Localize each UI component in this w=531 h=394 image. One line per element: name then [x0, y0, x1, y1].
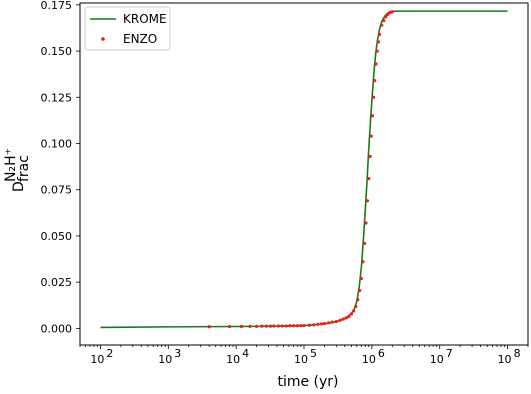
legend-label-krome: KROME — [123, 12, 167, 26]
series-point-enzo — [288, 324, 292, 328]
x-tick-label-exponent: 5 — [310, 347, 317, 360]
series-point-enzo — [334, 319, 338, 324]
series-point-enzo — [374, 62, 378, 66]
series-point-enzo — [307, 323, 311, 327]
series-point-enzo — [370, 114, 375, 118]
y-tick-label: 0.050 — [41, 230, 73, 243]
x-tick-label: 10 — [158, 353, 172, 366]
series-point-enzo — [316, 322, 320, 326]
series-point-enzo — [368, 154, 372, 159]
x-tick-label: 10 — [294, 353, 308, 366]
series-point-enzo — [280, 324, 284, 328]
series-point-enzo — [365, 199, 370, 203]
series-point-enzo — [375, 49, 379, 53]
y-tick-label: 0.125 — [41, 91, 73, 104]
x-axis: 10 2 10 3 10 4 10 5 10 6 10 7 10 8 — [79, 345, 529, 366]
legend-box — [84, 6, 171, 51]
series-point-enzo — [260, 324, 264, 328]
series-point-enzo — [284, 324, 288, 328]
series-point-enzo — [326, 321, 331, 325]
plot-area — [100, 10, 508, 329]
x-tick-label-exponent: 6 — [378, 347, 385, 360]
series-point-enzo — [358, 288, 362, 293]
y-tick-label: 0.025 — [41, 276, 73, 289]
series-point-enzo — [371, 95, 376, 99]
series-point-enzo — [377, 32, 382, 37]
series-point-enzo — [384, 15, 388, 19]
legend-swatch-enzo — [101, 37, 105, 41]
axes: 10 2 10 3 10 4 10 5 10 6 10 7 10 8 0.0000.0250.0500.0… — [3, 0, 529, 390]
y-axis: 0.000 0.025 0.050 0.075 0.100 0.125 0.150 0.175 — [41, 0, 80, 335]
series-point-enzo — [312, 323, 316, 327]
x-tick-label: 10 — [226, 353, 240, 366]
series-point-enzo — [361, 260, 365, 264]
series-point-enzo — [367, 177, 371, 181]
series-point-enzo — [382, 18, 386, 23]
series-point-enzo — [344, 316, 348, 320]
y-tick-label: 0.000 — [41, 322, 73, 335]
series-point-enzo — [239, 324, 244, 329]
series-point-enzo — [341, 317, 345, 321]
x-tick-label-exponent: 3 — [174, 347, 181, 360]
x-tick-label: 10 — [362, 353, 376, 366]
series-point-enzo — [359, 276, 363, 281]
y-axis-label-sub: frac — [16, 155, 32, 182]
series-point-enzo — [330, 320, 334, 324]
legend-label-enzo: ENZO — [123, 32, 157, 46]
series-point-enzo — [352, 309, 356, 313]
series-point-enzo — [376, 40, 381, 44]
series-point-enzo — [364, 221, 368, 225]
legend: KROME ENZO — [84, 6, 171, 51]
x-axis-label: time (yr) — [277, 374, 338, 390]
series-point-enzo — [338, 318, 342, 322]
series-point-enzo — [369, 134, 373, 138]
series-point-enzo — [276, 324, 281, 328]
series-point-enzo — [207, 325, 211, 329]
series-point-enzo — [356, 298, 360, 302]
series-point-enzo — [302, 323, 306, 328]
series-point-enzo — [354, 304, 358, 309]
series-point-enzo — [248, 324, 252, 328]
series-point-enzo — [299, 323, 303, 328]
series-point-enzo — [268, 324, 273, 328]
series-point-enzo — [295, 324, 300, 328]
x-tick-label-exponent: 7 — [446, 347, 453, 360]
y-tick-label: 0.100 — [41, 137, 73, 150]
x-tick-label-exponent: 8 — [514, 347, 521, 360]
series-point-enzo — [373, 79, 377, 83]
y-tick-label: 0.175 — [41, 0, 73, 12]
y-tick-label: 0.150 — [41, 45, 73, 58]
y-axis-label-sup: N₂H⁺ — [3, 148, 19, 182]
series-point-enzo — [380, 23, 384, 27]
y-tick-label: 0.075 — [41, 184, 73, 197]
series-point-enzo — [362, 241, 367, 245]
x-tick-label: 10 — [430, 353, 444, 366]
series-point-enzo — [264, 324, 269, 328]
x-tick-label: 10 — [498, 353, 512, 366]
y-axis-label-base: D — [11, 181, 27, 192]
series-point-enzo — [227, 324, 232, 329]
series-point-enzo — [319, 322, 323, 326]
x-tick-label: 10 — [90, 353, 104, 366]
series-point-enzo — [322, 321, 327, 326]
series-point-enzo — [272, 324, 276, 328]
series-point-enzo — [390, 10, 394, 14]
series-point-enzo — [349, 312, 354, 316]
series-point-enzo — [347, 314, 351, 319]
x-tick-label-exponent: 2 — [106, 347, 113, 360]
x-tick-label-exponent: 4 — [242, 347, 249, 360]
series-point-enzo — [254, 324, 259, 328]
series-point-enzo — [291, 324, 296, 328]
